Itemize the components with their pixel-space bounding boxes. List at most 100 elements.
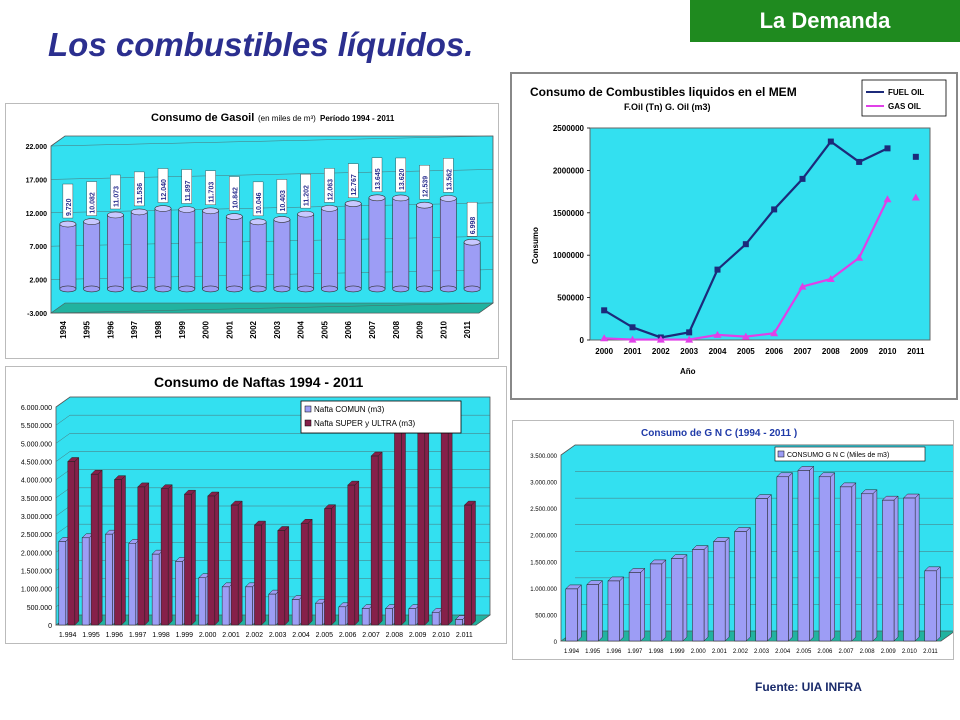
gasoil-data-label-box bbox=[62, 183, 74, 219]
mem-point-fuel-oil bbox=[799, 175, 806, 182]
gasoil-data-label: 10.082 bbox=[90, 192, 97, 214]
gasoil-xtick-label: 2011 bbox=[463, 320, 472, 338]
naftas-bar-super bbox=[160, 484, 173, 626]
naftas-legend-label: Nafta COMUN (m3) bbox=[314, 405, 385, 414]
gnc-xtick-label: 1.996 bbox=[606, 649, 622, 655]
gasoil-title: Consumo de Gasoil bbox=[151, 112, 254, 124]
naftas-ytick-label: 6.000.000 bbox=[21, 405, 52, 412]
naftas-xtick-label: 2.011 bbox=[456, 632, 473, 639]
gasoil-bar bbox=[83, 218, 101, 293]
mem-point-gas-oil bbox=[741, 332, 750, 340]
naftas-bar-super bbox=[90, 469, 103, 626]
gnc-bar bbox=[860, 489, 878, 642]
gnc-xtick-label: 2.003 bbox=[754, 649, 770, 655]
gasoil-data-label-box bbox=[110, 174, 121, 210]
naftas-bar-super bbox=[183, 489, 197, 626]
mem-xtick-label: 2002 bbox=[652, 347, 670, 356]
gnc-bar bbox=[881, 495, 899, 642]
naftas-bar-super bbox=[440, 402, 453, 626]
gasoil-data-label: 11.202 bbox=[304, 185, 311, 206]
gasoil-xtick-label: 1996 bbox=[106, 320, 115, 338]
gasoil-ytick-label: 12.000 bbox=[26, 211, 48, 218]
mem-point-gas-oil bbox=[713, 330, 722, 338]
naftas-bar-super bbox=[277, 525, 290, 626]
naftas-bar-super bbox=[300, 518, 313, 626]
gasoil-data-label-box bbox=[371, 157, 383, 193]
gasoil-ytick-label: 22.000 bbox=[26, 144, 48, 151]
mem-point-fuel-oil bbox=[771, 206, 778, 213]
gnc-bar bbox=[776, 472, 794, 642]
gnc-legend-swatch bbox=[777, 450, 785, 458]
gasoil-chart-panel: Consumo de Gasoil (en miles de m³) Período… bbox=[5, 103, 499, 359]
naftas-legend-swatch bbox=[304, 405, 312, 413]
naftas-bar-super bbox=[417, 416, 430, 626]
gasoil-gridline bbox=[50, 169, 494, 180]
gnc-ytick-label: 500.000 bbox=[535, 613, 557, 619]
mem-ytick-label: 0 bbox=[580, 336, 585, 345]
naftas-title: Consumo de Naftas 1994 - 2011 bbox=[154, 374, 364, 390]
naftas-gridline-diag bbox=[55, 396, 71, 408]
gnc-xtick-label: 1.995 bbox=[585, 649, 601, 655]
naftas-chart: Consumo de Naftas 1994 - 2011 0 500.000 1.0… bbox=[21, 374, 491, 639]
mem-ytick-label: 2500000 bbox=[553, 124, 585, 133]
naftas-xtick-label: 2.001 bbox=[222, 632, 240, 639]
mem-point-gas-oil bbox=[826, 274, 835, 282]
gasoil-bar bbox=[344, 200, 362, 293]
gasoil-data-label-box bbox=[443, 158, 454, 193]
mem-point-fuel-oil bbox=[686, 329, 693, 336]
gasoil-data-label: 11.073 bbox=[113, 186, 120, 207]
gasoil-xtick-label: 2002 bbox=[249, 320, 258, 338]
naftas-xtick-label: 1.997 bbox=[129, 632, 147, 639]
naftas-xtick-label: 2.008 bbox=[386, 632, 404, 639]
gasoil-bar bbox=[321, 205, 338, 293]
mem-plot-area bbox=[589, 127, 931, 341]
naftas-xtick-label: 2.009 bbox=[409, 632, 427, 639]
mem-ytick-label: 2000000 bbox=[553, 166, 585, 175]
gasoil-ytick-label: -3.000 bbox=[27, 311, 47, 318]
gasoil-xtick-label: 2008 bbox=[392, 320, 401, 338]
naftas-bar-super bbox=[370, 451, 383, 626]
mem-point-gas-oil bbox=[883, 195, 892, 203]
gasoil-bar bbox=[154, 205, 172, 293]
gasoil-xtick-label: 1999 bbox=[178, 320, 187, 338]
naftas-ytick-label: 2.000.000 bbox=[21, 550, 52, 557]
naftas-bar-super bbox=[67, 456, 80, 626]
gasoil-bar bbox=[225, 213, 243, 293]
mem-legend bbox=[861, 79, 947, 117]
mem-point-fuel-oil bbox=[856, 158, 863, 165]
gasoil-data-label-box bbox=[419, 164, 430, 200]
gasoil-data-label-box bbox=[134, 171, 145, 207]
gasoil-data-label-box bbox=[276, 179, 288, 214]
gasoil-xtick-label: 1997 bbox=[130, 320, 139, 338]
gnc-bar bbox=[755, 493, 772, 642]
gasoil-ytick-label: 7.000 bbox=[29, 244, 47, 251]
naftas-legend-swatch bbox=[304, 419, 312, 427]
naftas-ytick-label: 4.500.000 bbox=[21, 460, 52, 467]
naftas-bar-super bbox=[207, 491, 220, 626]
gnc-bar bbox=[607, 576, 625, 642]
gasoil-data-label: 13.620 bbox=[399, 168, 406, 190]
gasoil-data-label: 12.063 bbox=[327, 179, 334, 201]
gnc-chart-panel: Consumo de G N C (1994 - 2011 ) 0 500.000 1… bbox=[512, 420, 956, 660]
gnc-chart: Consumo de G N C (1994 - 2011 ) 0 500.000 1… bbox=[530, 428, 956, 655]
gasoil-data-label: 9.720 bbox=[66, 198, 73, 216]
gasoil-bar bbox=[130, 208, 148, 293]
gasoil-title-units: (en miles de m³) bbox=[258, 114, 316, 123]
mem-point-fuel-oil bbox=[629, 324, 636, 331]
gnc-bar bbox=[586, 580, 604, 642]
gasoil-data-label: 12.767 bbox=[351, 174, 358, 196]
gasoil-data-label: 11.703 bbox=[209, 182, 216, 203]
mem-xtick-label: 2008 bbox=[822, 347, 840, 356]
gnc-ytick-label: 3.500.000 bbox=[530, 454, 557, 460]
gasoil-data-label: 11.897 bbox=[185, 180, 192, 201]
gasoil-data-label: 13.562 bbox=[446, 169, 453, 191]
gasoil-title-period: Período 1994 - 2011 bbox=[320, 114, 395, 123]
gasoil-data-label-box bbox=[324, 168, 335, 203]
naftas-ytick-label: 0 bbox=[48, 623, 52, 630]
naftas-ytick-label: 500.000 bbox=[27, 605, 52, 612]
mem-xtick-label: 2006 bbox=[765, 347, 783, 356]
mem-point-fuel-oil bbox=[827, 138, 834, 145]
section-badge: La Demanda bbox=[690, 0, 960, 42]
naftas-ytick-label: 3.500.000 bbox=[21, 496, 52, 503]
mem-legend-label: FUEL OIL bbox=[888, 88, 924, 97]
